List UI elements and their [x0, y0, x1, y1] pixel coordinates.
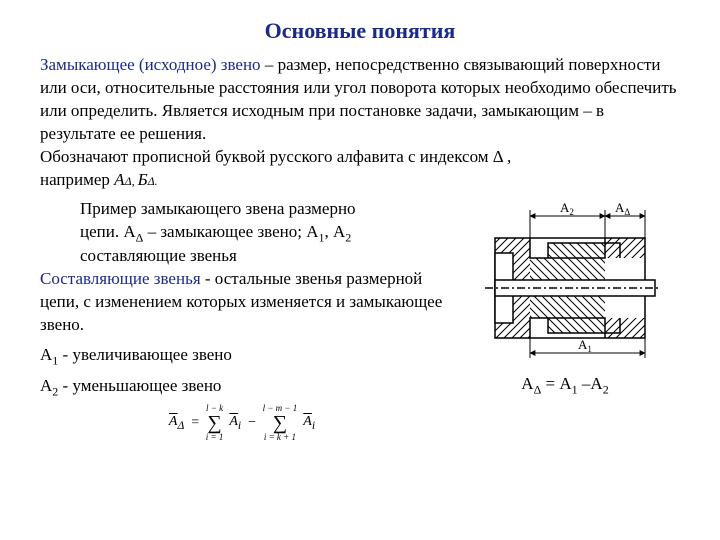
page-title: Основные понятия [40, 18, 680, 44]
legend-a1: А1 - увеличивающее звено [40, 345, 444, 368]
dia-label-a2: А2 [560, 200, 574, 217]
mid-left-col: Пример замыкающего звена размерно цепи. … [40, 198, 450, 442]
simple-equation: АΔ = А1 –А2 [521, 374, 608, 397]
mid-row: Пример замыкающего звена размерно цепи. … [40, 198, 680, 442]
ex-l2f: 2 [345, 230, 351, 244]
mid-right-col: А2 АΔ А1 АΔ = А1 –А2 [450, 198, 680, 442]
f-minus: − [247, 415, 256, 431]
component-paragraph: Составляющие звенья - остальные звенья р… [40, 268, 444, 337]
dimension-chain-diagram: А2 АΔ А1 [460, 198, 670, 368]
f-eq: = [190, 415, 199, 431]
leg1c: - увеличивающее звено [63, 345, 232, 364]
f-t1-sym: A [229, 414, 238, 429]
f-t1-sub: i [238, 419, 241, 432]
ex-l2e: , А [325, 222, 346, 241]
sigma1-icon: ∑ [207, 413, 221, 433]
f-s2-bot: i = k + 1 [264, 433, 296, 442]
eq-f: 2 [603, 382, 609, 396]
closing-link-term: Замыкающее (исходное) звено [40, 55, 261, 74]
def-line7d: Б [138, 170, 148, 189]
ex-l3: составляющие звенья [80, 246, 237, 265]
f-s1-bot: i = 1 [206, 433, 224, 442]
def-line7c: Δ, [125, 174, 138, 188]
summation-formula: AΔ = l − k ∑ i = 1 Ai − l − m − 1 ∑ i = … [40, 404, 444, 442]
def-line7b: А [114, 170, 124, 189]
def-line6: Обозначают прописной буквой русского алф… [40, 147, 511, 166]
leg2c: - уменьшающее звено [58, 376, 221, 395]
ex-l2c: – замыкающее звено; А [143, 222, 318, 241]
leg1a: А [40, 345, 52, 364]
legend-a2: А2 - уменьшающее звено [40, 376, 444, 399]
dia-label-a1: А1 [578, 337, 592, 354]
ex-l1: Пример замыкающего звена размерно [80, 199, 356, 218]
sigma2-icon: ∑ [273, 413, 287, 433]
example-paragraph: Пример замыкающего звена размерно цепи. … [80, 198, 444, 268]
definition-paragraph: Замыкающее (исходное) звено – размер, не… [40, 54, 680, 192]
ex-l2a: цепи. А [80, 222, 136, 241]
def-line7a: например [40, 170, 114, 189]
f-t2-sub: i [312, 419, 315, 432]
f-t2-sym: A [303, 414, 312, 429]
eq-e: –А [578, 374, 603, 393]
component-term: Составляющие звенья [40, 269, 201, 288]
def-line7e: Δ. [148, 174, 158, 188]
leg1b: 1 [52, 353, 58, 367]
eq-a: А [521, 374, 533, 393]
eq-c: = А [541, 374, 571, 393]
leg2a: А [40, 376, 52, 395]
f-lhs-sub: Δ [177, 419, 184, 432]
dia-label-ad: АΔ [615, 200, 630, 217]
